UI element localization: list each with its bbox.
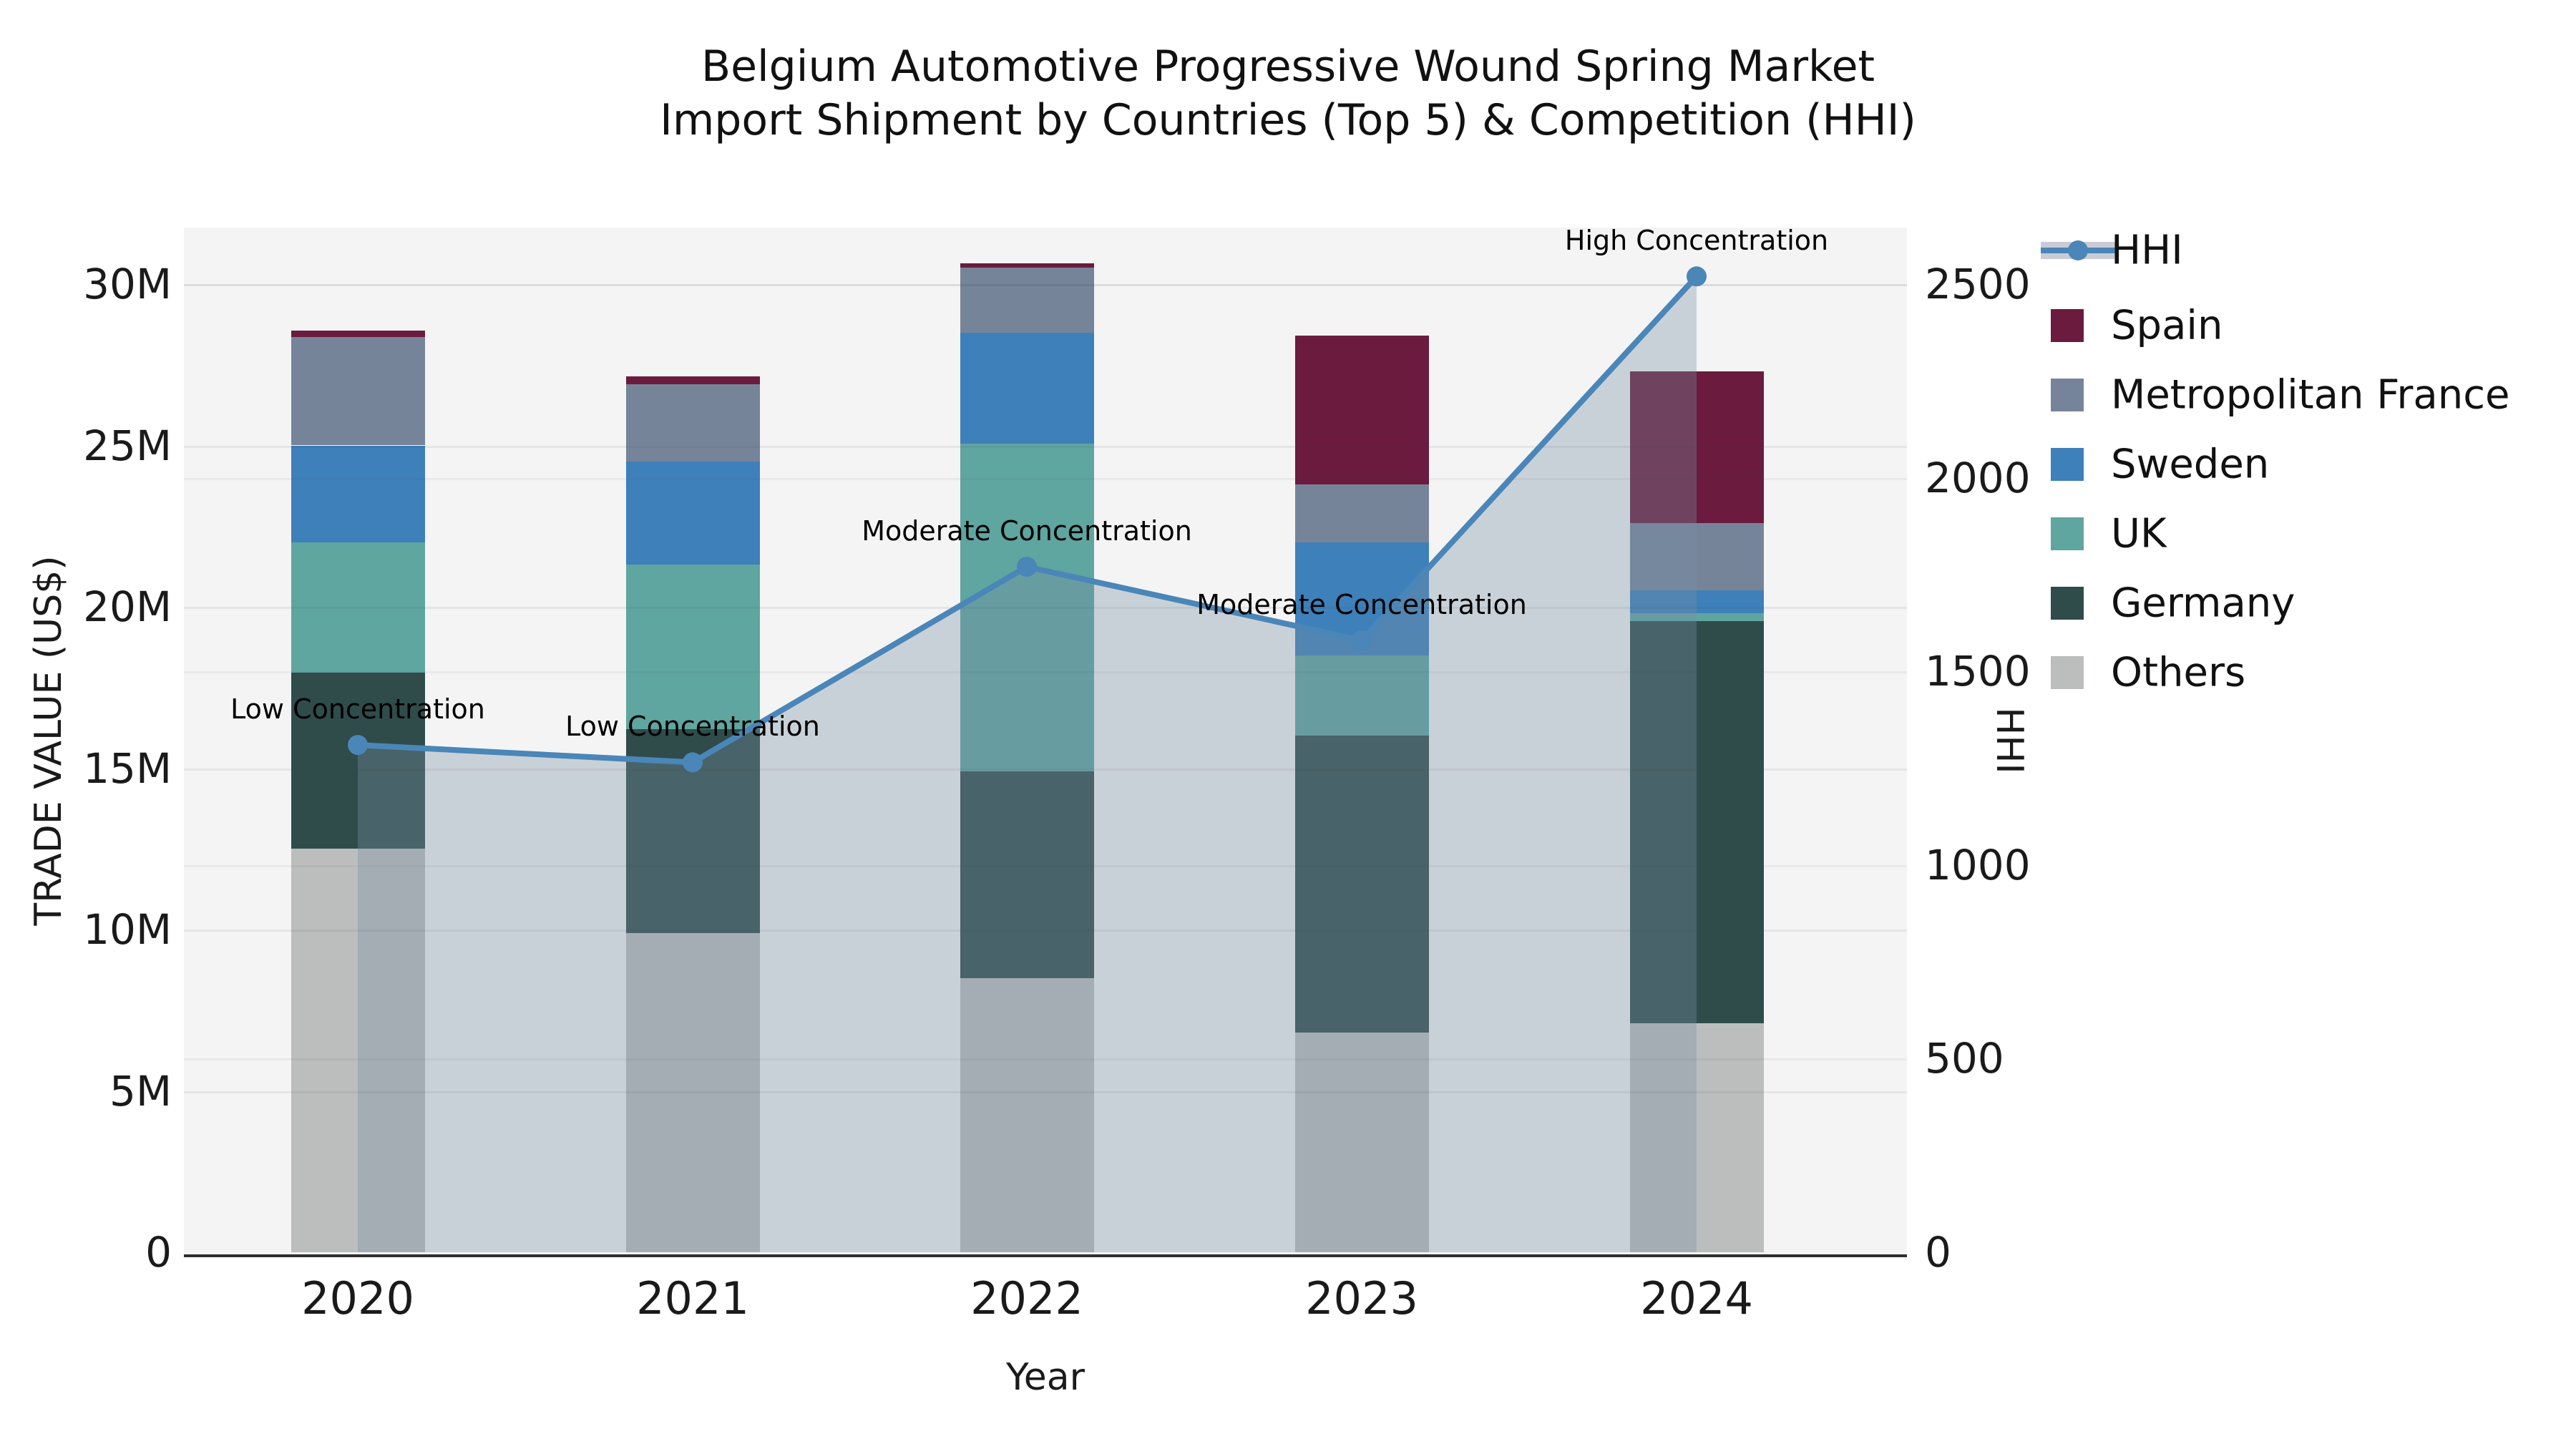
grid-line-left	[184, 445, 1907, 448]
annotation-2020: Low Concentration	[230, 693, 485, 726]
legend-label-sweden: Sweden	[2111, 441, 2270, 488]
grid-line-right	[184, 1058, 1907, 1061]
chart-title-line1: Belgium Automotive Progressive Wound Spr…	[701, 42, 1875, 92]
bar-segment-spain-2023	[1294, 336, 1429, 484]
hhi-area-fill	[358, 276, 1697, 1252]
y-right-tick-500: 500	[1925, 1034, 2004, 1083]
x-tick-2024: 2024	[1640, 1272, 1753, 1324]
grid-line-right	[184, 284, 1907, 287]
annotation-2022: Moderate Concentration	[862, 515, 1192, 547]
y-right-tick-1000: 1000	[1925, 840, 2031, 889]
bar-segment-metropolitan-france-2023	[1294, 484, 1429, 542]
bar-segment-spain-2021	[625, 376, 760, 384]
bar-segment-others-2021	[625, 932, 760, 1252]
bar-segment-sweden-2024	[1629, 590, 1764, 613]
bar-segment-spain-2020	[291, 331, 425, 338]
annotation-2024: High Concentration	[1564, 225, 1829, 257]
bar-segment-sweden-2021	[625, 462, 760, 565]
bar-segment-germany-2022	[960, 771, 1094, 978]
grid-line-left	[184, 284, 1907, 286]
legend-label-germany: Germany	[2111, 580, 2296, 627]
y-right-tick-2500: 2500	[1925, 260, 2031, 309]
bar-segment-sweden-2022	[960, 332, 1094, 444]
y-left-tick-10M: 10M	[83, 905, 172, 954]
legend-label-uk: UK	[2111, 510, 2167, 557]
bar-segment-others-2020	[291, 849, 425, 1252]
legend-label-metropolitan-france: Metropolitan France	[2111, 371, 2510, 419]
bar-segment-others-2024	[1629, 1023, 1764, 1252]
bar-segment-metropolitan-france-2022	[960, 268, 1094, 333]
hhi-marker-2024	[1687, 266, 1707, 287]
bar-segment-germany-2023	[1294, 736, 1429, 1033]
hhi-marker-2023	[1352, 630, 1372, 650]
chart-title-line2: Import Shipment by Countries (Top 5) & C…	[660, 95, 1916, 145]
x-tick-2022: 2022	[970, 1272, 1083, 1324]
legend-swatch-sweden	[2051, 448, 2084, 481]
x-tick-2020: 2020	[301, 1272, 414, 1324]
grid-line-left	[184, 768, 1907, 771]
plot-area: Low Concentration Low Concentration Modera…	[184, 225, 1907, 1256]
bar-segment-germany-2020	[291, 673, 425, 849]
bar-segment-uk-2022	[960, 444, 1094, 771]
y-left-tick-15M: 15M	[83, 743, 172, 793]
bar-segment-metropolitan-france-2024	[1629, 522, 1764, 591]
legend-label-hhi: HHI	[2111, 227, 2183, 274]
bar-segment-uk-2024	[1629, 613, 1764, 622]
bar-segment-uk-2021	[625, 565, 760, 730]
legend-swatch-germany	[2051, 587, 2084, 620]
grid-line-right	[184, 864, 1907, 867]
y-left-tick-25M: 25M	[83, 421, 172, 470]
bar-segment-uk-2023	[1294, 655, 1429, 736]
legend-label-others: Others	[2111, 649, 2246, 696]
legend-swatch-uk	[2051, 517, 2084, 550]
bar-segment-metropolitan-france-2021	[625, 384, 760, 462]
grid-line-right	[184, 477, 1907, 480]
annotation-2023: Moderate Concentration	[1196, 588, 1527, 620]
bar-segment-spain-2022	[960, 263, 1094, 268]
legend-swatch-metropolitan-france	[2051, 379, 2084, 411]
hhi-marker-2021	[683, 752, 703, 773]
y-left-tick-20M: 20M	[83, 582, 172, 631]
x-axis-label: Year	[1005, 1356, 1085, 1399]
hhi-marker-2020	[348, 735, 368, 756]
grid-line-left	[184, 1091, 1907, 1093]
x-tick-2023: 2023	[1305, 1272, 1418, 1324]
bar-segment-uk-2020	[291, 542, 425, 673]
y-left-tick-30M: 30M	[83, 260, 172, 308]
grid-line-left	[184, 930, 1907, 932]
legend-label-spain: Spain	[2111, 302, 2223, 349]
bar-segment-sweden-2020	[291, 445, 425, 542]
y-right-tick-2000: 2000	[1925, 453, 2031, 502]
y-axis-label-right: HHI	[1988, 707, 2031, 774]
bar-segment-others-2023	[1294, 1033, 1429, 1252]
x-tick-2021: 2021	[636, 1272, 749, 1324]
hhi-marker-2022	[1017, 557, 1037, 577]
y-right-tick-1500: 1500	[1925, 647, 2031, 696]
bar-segment-others-2022	[960, 977, 1094, 1252]
y-left-tick-5M: 5M	[109, 1066, 172, 1116]
annotation-2021: Low Concentration	[565, 711, 820, 743]
y-left-tick-0: 0	[145, 1228, 172, 1277]
y-right-tick-0: 0	[1925, 1228, 1951, 1277]
legend-swatch-spain	[2051, 309, 2084, 342]
bar-segment-metropolitan-france-2020	[291, 337, 425, 446]
bar-segment-germany-2024	[1629, 621, 1764, 1023]
grid-line-right	[184, 671, 1907, 674]
legend-swatch-others	[2051, 656, 2084, 689]
bar-segment-spain-2024	[1629, 371, 1764, 523]
legend-hhi-marker-sample	[2068, 240, 2088, 260]
grid-line-left	[184, 607, 1907, 609]
x-axis-line	[184, 1254, 1907, 1257]
